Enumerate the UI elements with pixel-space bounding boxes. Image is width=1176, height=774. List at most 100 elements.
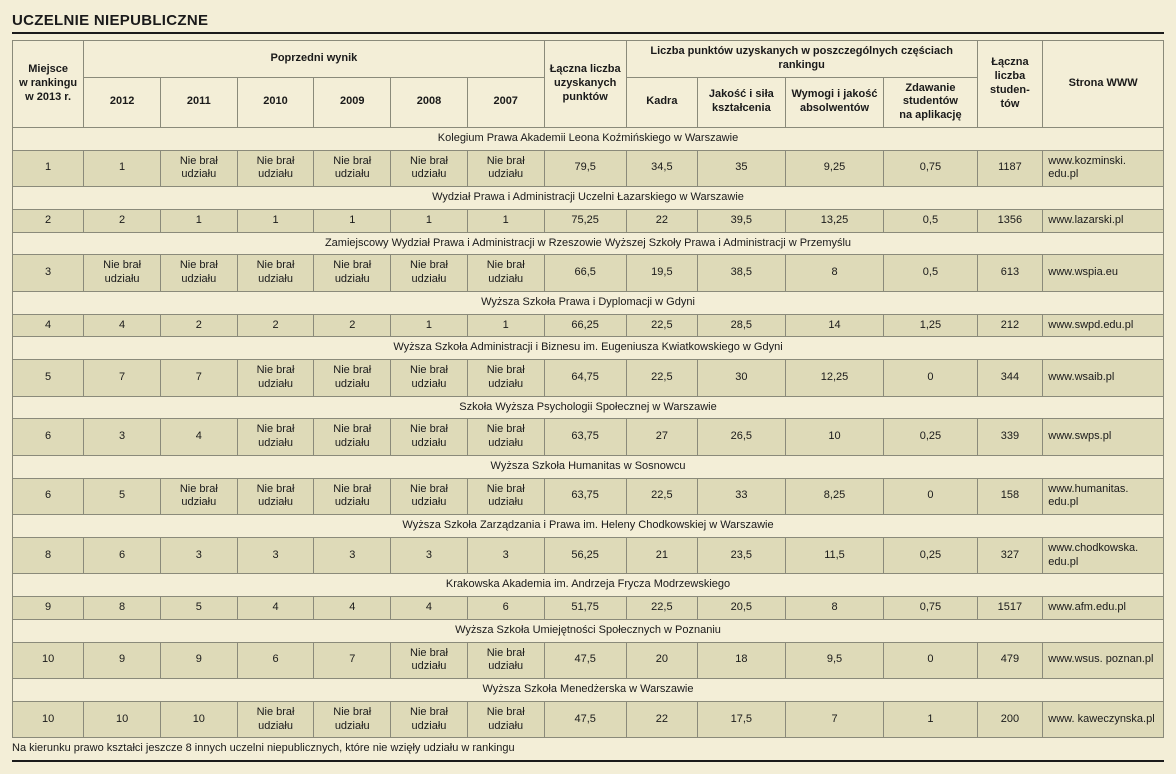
school-name: Wydział Prawa i Administracji Uczelni Ła… — [13, 187, 1164, 210]
table-row: 109967Nie brał udziałuNie brał udziału47… — [13, 642, 1164, 679]
rank-cell: 9 — [13, 597, 84, 620]
prev-cell: Nie brał udziału — [391, 478, 468, 515]
table-row: 634Nie brał udziałuNie brał udziałuNie b… — [13, 419, 1164, 456]
part-cell: 0 — [884, 642, 977, 679]
prev-cell: 3 — [160, 537, 237, 574]
prev-cell: Nie brał udziału — [237, 701, 314, 738]
part-cell: 14 — [785, 314, 884, 337]
part-cell: 35 — [698, 150, 786, 187]
col-wymogi: Wymogi i jakość absolwentów — [785, 77, 884, 127]
prev-cell: 7 — [314, 642, 391, 679]
total-cell: 66,25 — [544, 314, 626, 337]
part-cell: 13,25 — [785, 209, 884, 232]
prev-cell: Nie brał udziału — [237, 150, 314, 187]
footnote: Na kierunku prawo kształci jeszcze 8 inn… — [12, 738, 1164, 762]
school-name: Kolegium Prawa Akademii Leona Koźmińskie… — [13, 127, 1164, 150]
total-cell: 63,75 — [544, 419, 626, 456]
prev-cell: Nie brał udziału — [237, 478, 314, 515]
part-cell: 9,25 — [785, 150, 884, 187]
total-cell: 56,25 — [544, 537, 626, 574]
prev-cell: Nie brał udziału — [314, 701, 391, 738]
school-name-row: Wyższa Szkoła Administracji i Biznesu im… — [13, 337, 1164, 360]
prev-cell: Nie brał udziału — [467, 150, 544, 187]
prev-cell: Nie brał udziału — [467, 255, 544, 292]
total-cell: 47,5 — [544, 642, 626, 679]
part-cell: 26,5 — [698, 419, 786, 456]
rank-cell: 8 — [13, 537, 84, 574]
col-2012: 2012 — [84, 77, 161, 127]
prev-cell: 3 — [467, 537, 544, 574]
prev-cell: 3 — [391, 537, 468, 574]
www-cell: www.wsaib.pl — [1043, 360, 1164, 397]
table-row: 65Nie brał udziałuNie brał udziałuNie br… — [13, 478, 1164, 515]
total-cell: 75,25 — [544, 209, 626, 232]
prev-cell: Nie brał udziału — [237, 419, 314, 456]
part-cell: 17,5 — [698, 701, 786, 738]
students-cell: 1517 — [977, 597, 1043, 620]
col-students: Łączna liczba studen-tów — [977, 41, 1043, 128]
part-cell: 0,25 — [884, 419, 977, 456]
part-cell: 10 — [785, 419, 884, 456]
part-cell: 38,5 — [698, 255, 786, 292]
table-row: 101010Nie brał udziałuNie brał udziałuNi… — [13, 701, 1164, 738]
prev-cell: 1 — [160, 209, 237, 232]
students-cell: 200 — [977, 701, 1043, 738]
www-cell: www.swpd.edu.pl — [1043, 314, 1164, 337]
col-zdawanie: Zdawanie studentów na aplikację — [884, 77, 977, 127]
prev-cell: Nie brał udziału — [237, 255, 314, 292]
col-www: Strona WWW — [1043, 41, 1164, 128]
total-cell: 51,75 — [544, 597, 626, 620]
part-cell: 22 — [626, 701, 697, 738]
part-cell: 8,25 — [785, 478, 884, 515]
rank-cell: 6 — [13, 419, 84, 456]
prev-cell: 6 — [237, 642, 314, 679]
prev-cell: 10 — [84, 701, 161, 738]
school-name-row: Wydział Prawa i Administracji Uczelni Ła… — [13, 187, 1164, 210]
prev-cell: 5 — [84, 478, 161, 515]
part-cell: 0,25 — [884, 537, 977, 574]
www-cell: www.lazarski.pl — [1043, 209, 1164, 232]
prev-cell: 3 — [314, 537, 391, 574]
rank-cell: 6 — [13, 478, 84, 515]
table-row: 3Nie brał udziałuNie brał udziałuNie bra… — [13, 255, 1164, 292]
table-row: 577Nie brał udziałuNie brał udziałuNie b… — [13, 360, 1164, 397]
col-2007: 2007 — [467, 77, 544, 127]
students-cell: 158 — [977, 478, 1043, 515]
school-name-row: Wyższa Szkoła Zarządzania i Prawa im. He… — [13, 515, 1164, 538]
students-cell: 479 — [977, 642, 1043, 679]
prev-cell: 1 — [84, 150, 161, 187]
prev-cell: 2 — [84, 209, 161, 232]
prev-cell: 1 — [467, 314, 544, 337]
table-row: 221111175,252239,513,250,51356www.lazars… — [13, 209, 1164, 232]
total-cell: 64,75 — [544, 360, 626, 397]
part-cell: 27 — [626, 419, 697, 456]
rank-cell: 3 — [13, 255, 84, 292]
www-cell: www. kaweczynska.pl — [1043, 701, 1164, 738]
prev-cell: Nie brał udziału — [84, 255, 161, 292]
school-name-row: Kolegium Prawa Akademii Leona Koźmińskie… — [13, 127, 1164, 150]
prev-cell: Nie brał udziału — [160, 255, 237, 292]
prev-cell: 2 — [160, 314, 237, 337]
www-cell: www.afm.edu.pl — [1043, 597, 1164, 620]
col-2011: 2011 — [160, 77, 237, 127]
part-cell: 19,5 — [626, 255, 697, 292]
part-cell: 22,5 — [626, 597, 697, 620]
students-cell: 1356 — [977, 209, 1043, 232]
prev-cell: Nie brał udziału — [467, 419, 544, 456]
school-name: Wyższa Szkoła Umiejętności Społecznych w… — [13, 619, 1164, 642]
col-2008: 2008 — [391, 77, 468, 127]
students-cell: 327 — [977, 537, 1043, 574]
prev-cell: Nie brał udziału — [314, 478, 391, 515]
prev-cell: 1 — [391, 314, 468, 337]
part-cell: 20,5 — [698, 597, 786, 620]
prev-cell: Nie brał udziału — [314, 419, 391, 456]
students-cell: 212 — [977, 314, 1043, 337]
prev-cell: Nie brał udziału — [467, 701, 544, 738]
part-cell: 22 — [626, 209, 697, 232]
part-cell: 18 — [698, 642, 786, 679]
part-cell: 1,25 — [884, 314, 977, 337]
www-cell: www.chodkowska. edu.pl — [1043, 537, 1164, 574]
prev-cell: 6 — [467, 597, 544, 620]
col-kadra: Kadra — [626, 77, 697, 127]
part-cell: 9,5 — [785, 642, 884, 679]
